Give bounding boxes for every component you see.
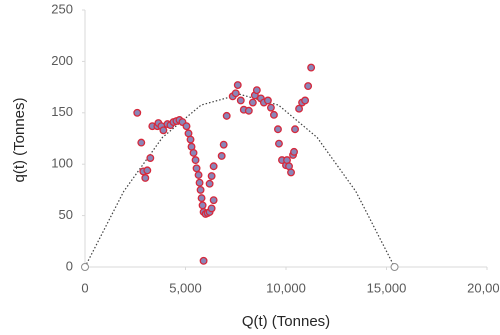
trendline — [84, 93, 396, 268]
point — [290, 147, 298, 156]
point — [192, 164, 201, 173]
point — [209, 162, 218, 171]
point — [207, 172, 216, 180]
x-tick-label: 5,000 — [169, 280, 202, 295]
x-tick-label: 0 — [81, 280, 88, 295]
point — [199, 256, 208, 265]
point — [219, 140, 228, 149]
x-axis-title: Q(t) (Tonnes) — [242, 313, 330, 330]
point — [146, 154, 155, 162]
point — [195, 178, 204, 187]
point — [301, 96, 310, 105]
point — [141, 174, 150, 182]
point — [307, 63, 316, 72]
y-tick-label: 150 — [51, 104, 73, 119]
point — [222, 111, 231, 120]
trendline-endpoint — [81, 263, 89, 271]
point — [304, 82, 313, 91]
point — [252, 86, 261, 95]
point — [266, 103, 275, 112]
y-axis-title: q(t) (Tonnes) — [11, 97, 28, 182]
point — [198, 201, 207, 210]
x-tick-label: 20,000 — [467, 280, 500, 295]
point — [159, 126, 168, 135]
point — [287, 168, 295, 177]
point — [137, 138, 146, 147]
point — [231, 89, 240, 98]
trendline-endpoint — [390, 263, 399, 271]
y-tick-label: 250 — [51, 1, 73, 16]
point — [233, 81, 242, 89]
x-tick-label: 15,000 — [367, 280, 407, 295]
point — [133, 108, 142, 117]
point — [217, 152, 226, 160]
point — [236, 96, 245, 105]
point — [269, 110, 278, 119]
point — [191, 156, 200, 165]
point — [244, 106, 253, 115]
point — [295, 104, 304, 113]
y-tick-label: 200 — [51, 53, 73, 68]
x-tick-label: 10,000 — [266, 280, 306, 295]
point — [274, 125, 282, 134]
y-tick-label: 100 — [51, 156, 73, 171]
point — [186, 135, 195, 144]
y-tick-label: 50 — [59, 207, 73, 222]
point — [182, 122, 191, 131]
point — [209, 196, 218, 205]
point — [263, 96, 272, 105]
point — [207, 204, 216, 213]
point — [205, 179, 214, 188]
point — [143, 166, 152, 175]
point — [248, 98, 257, 107]
point — [197, 194, 206, 203]
point — [275, 139, 283, 148]
point — [196, 185, 205, 194]
point — [194, 171, 203, 179]
y-tick-label: 0 — [66, 258, 73, 273]
point — [291, 125, 299, 134]
point — [189, 148, 198, 157]
